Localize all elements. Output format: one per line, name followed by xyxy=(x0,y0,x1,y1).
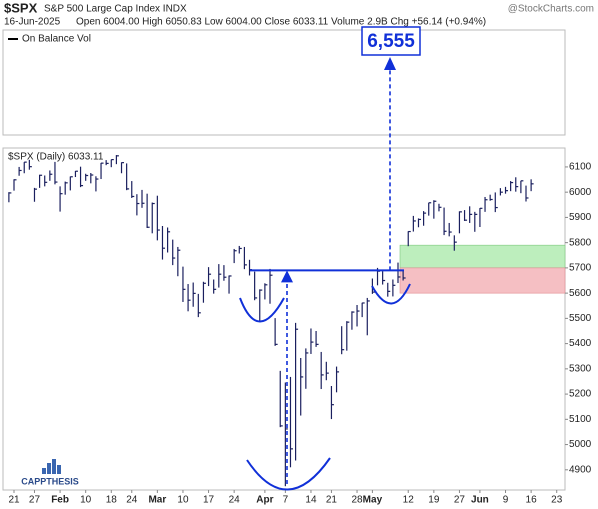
y-tick-label: 4900 xyxy=(569,464,592,475)
y-tick-label: 5700 xyxy=(569,263,592,274)
y-tick-label: 5200 xyxy=(569,389,592,400)
x-tick-label: May xyxy=(363,495,383,506)
quote: Open 6004.00 High 6050.83 Low 6004.00 Cl… xyxy=(76,17,486,28)
x-tick-label: 7 xyxy=(283,495,289,506)
y-tick-label: 6000 xyxy=(569,187,592,198)
logo-bar xyxy=(52,459,56,474)
x-tick-label: Apr xyxy=(256,495,273,506)
x-tick-label: Feb xyxy=(51,495,69,506)
zone xyxy=(399,267,566,294)
head-arc xyxy=(246,457,331,491)
x-tick-label: 28 xyxy=(351,495,363,506)
y-tick-label: 5600 xyxy=(569,288,592,299)
arrow-head xyxy=(384,57,396,70)
y-tick-label: 6100 xyxy=(569,162,592,173)
x-tick-label: 24 xyxy=(229,495,241,506)
y-tick-label: 5100 xyxy=(569,414,592,425)
x-tick-label: 18 xyxy=(106,495,118,506)
shoulder-arc xyxy=(371,283,411,305)
y-tick-label: 5400 xyxy=(569,338,592,349)
logo-bar xyxy=(47,463,51,474)
x-tick-label: 19 xyxy=(428,495,440,506)
x-tick-label: Jun xyxy=(471,495,489,506)
x-tick-label: 27 xyxy=(454,495,466,506)
y-tick-label: 5300 xyxy=(569,363,592,374)
x-tick-label: 17 xyxy=(203,495,215,506)
index-name: S&P 500 Large Cap Index INDX xyxy=(44,4,187,15)
y-tick-label: 5000 xyxy=(569,439,592,450)
x-tick-label: 16 xyxy=(526,495,538,506)
logo-bar xyxy=(57,465,61,474)
indicator-legend: On Balance Vol xyxy=(22,34,91,45)
x-tick-label: Mar xyxy=(148,495,166,506)
target-box xyxy=(361,26,421,56)
source: @StockCharts.com xyxy=(508,4,594,15)
x-tick-label: 27 xyxy=(29,495,41,506)
x-tick-label: 24 xyxy=(126,495,138,506)
x-tick-label: 23 xyxy=(551,495,563,506)
x-tick-label: 10 xyxy=(80,495,92,506)
logo-bar xyxy=(42,468,46,474)
zone xyxy=(399,244,566,269)
y-tick-label: 5800 xyxy=(569,237,592,248)
arrow-head xyxy=(281,270,293,283)
price-panel xyxy=(2,147,566,491)
shoulder-arc xyxy=(239,297,285,323)
x-tick-label: 21 xyxy=(8,495,20,506)
y-tick-label: 5500 xyxy=(569,313,592,324)
date: 16-Jun-2025 xyxy=(4,17,61,28)
target-label: 6,555 xyxy=(367,31,415,52)
x-tick-label: 9 xyxy=(503,495,509,506)
x-tick-label: 21 xyxy=(326,495,338,506)
brand: CAPPTHESIS xyxy=(21,476,79,486)
x-tick-label: 10 xyxy=(177,495,189,506)
price-legend: $SPX (Daily) 6033.11 xyxy=(8,152,104,163)
x-tick-label: 12 xyxy=(403,495,415,506)
symbol: $SPX xyxy=(4,0,38,15)
indicator-panel xyxy=(2,29,566,136)
y-tick-label: 5900 xyxy=(569,212,592,223)
x-tick-label: 14 xyxy=(305,495,317,506)
